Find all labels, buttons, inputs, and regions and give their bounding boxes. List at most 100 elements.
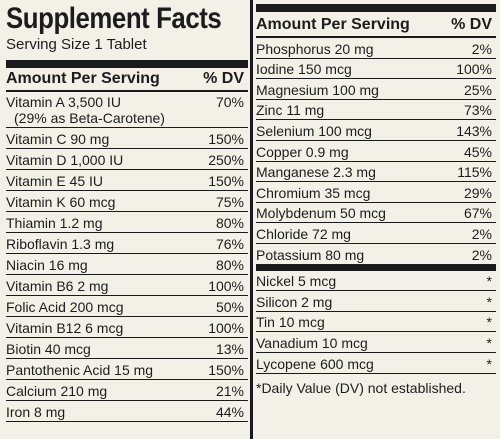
nutrient-row: Silicon 2 mg * xyxy=(256,291,496,312)
nutrient-name: Lycopene 600 mcg xyxy=(256,355,374,372)
nutrient-row: Magnesium 100 mg 25% xyxy=(256,79,496,100)
nutrient-row: Niacin 16 mg 80% xyxy=(6,254,248,275)
label-title: Supplement Facts xyxy=(6,2,222,35)
nutrient-row: Chloride 72 mg 2% xyxy=(256,223,496,244)
nutrient-name: Vitamin D 1,000 IU xyxy=(6,152,124,168)
nutrient-row: Thiamin 1.2 mg 80% xyxy=(6,212,248,233)
nutrient-row: Vitamin K 60 mcg 75% xyxy=(6,191,248,212)
nutrient-name: Vitamin A 3,500 IU (29% as Beta-Carotene) xyxy=(6,94,165,126)
nutrient-row: Vitamin D 1,000 IU 250% xyxy=(6,149,248,170)
nutrient-dv: 2% xyxy=(471,225,492,242)
nutrient-row: Vitamin B12 6 mcg 100% xyxy=(6,317,248,338)
nutrient-dv: * xyxy=(486,355,492,372)
nutrient-row: Folic Acid 200 mcg 50% xyxy=(6,296,248,317)
nutrient-row: Molybdenum 50 mcg 67% xyxy=(256,203,496,224)
nutrient-name: Magnesium 100 mg xyxy=(256,81,379,98)
nutrient-name: Iron 8 mg xyxy=(6,404,66,420)
nutrient-name: Vanadium 10 mcg xyxy=(256,334,368,351)
dv-header-right: % DV xyxy=(451,16,492,33)
nutrient-name: Selenium 100 mcg xyxy=(256,122,372,139)
nutrient-dv: 73% xyxy=(463,102,492,119)
nutrient-name: Niacin 16 mg xyxy=(6,257,88,273)
nutrient-name: Potassium 80 mg xyxy=(256,246,365,263)
nutrient-dv: 70% xyxy=(215,94,244,110)
footnote: *Daily Value (DV) not established. xyxy=(256,379,466,396)
nutrient-row: Vitamin E 45 IU 150% xyxy=(6,170,248,191)
nutrient-dv: 143% xyxy=(456,122,492,139)
nutrient-name: Chloride 72 mg xyxy=(256,225,351,242)
thick-separator xyxy=(256,264,496,271)
nutrient-row: Selenium 100 mcg 143% xyxy=(256,120,496,141)
nutrient-dv: 150% xyxy=(208,362,244,378)
nutrient-dv: 100% xyxy=(208,320,244,336)
nutrient-name: Vitamin E 45 IU xyxy=(6,173,104,189)
nutrient-dv: * xyxy=(486,334,492,351)
nutrient-row: Chromium 35 mcg 29% xyxy=(256,182,496,203)
nutrient-row: Calcium 210 mg 21% xyxy=(6,380,248,401)
nutrient-dv: 67% xyxy=(463,205,492,222)
nutrient-row: Manganese 2.3 mg 115% xyxy=(256,162,496,183)
nutrient-name: Manganese 2.3 mg xyxy=(256,164,376,181)
nutrient-name: Zinc 11 mg xyxy=(256,102,325,119)
nutrient-name: Vitamin K 60 mcg xyxy=(6,194,116,210)
nutrient-dv: 25% xyxy=(463,81,492,98)
nutrient-name: Chromium 35 mcg xyxy=(256,184,371,201)
nutrient-dv: 100% xyxy=(456,61,492,78)
nutrient-row: Iron 8 mg 44% xyxy=(6,401,248,422)
nutrient-dv: 150% xyxy=(208,131,244,147)
nutrient-name: Copper 0.9 mg xyxy=(256,143,349,160)
nutrient-name: Calcium 210 mg xyxy=(6,383,108,399)
nutrient-dv: 115% xyxy=(457,164,492,181)
nutrient-name: Thiamin 1.2 mg xyxy=(6,215,103,231)
nutrient-dv: 75% xyxy=(215,194,244,210)
nutrient-name: Molybdenum 50 mcg xyxy=(256,205,386,222)
left-nutrient-list: Vitamin A 3,500 IU (29% as Beta-Carotene)… xyxy=(6,92,248,422)
nutrient-dv: * xyxy=(486,314,492,331)
right-nutrient-list: Phosphorus 20 mg 2% Iodine 150 mcg 100% Magn… xyxy=(256,38,496,265)
nutrient-dv: 2% xyxy=(471,40,492,57)
nutrient-row: Nickel 5 mcg * xyxy=(256,271,496,292)
nutrient-name: Folic Acid 200 mcg xyxy=(6,299,124,315)
nutrient-row: Copper 0.9 mg 45% xyxy=(256,141,496,162)
nutrient-dv: 21% xyxy=(215,383,244,399)
nutrient-row: Vitamin A 3,500 IU (29% as Beta-Carotene)… xyxy=(6,92,248,128)
nutrient-name: Pantothenic Acid 15 mg xyxy=(6,362,154,378)
nutrient-row: Riboflavin 1.3 mg 76% xyxy=(6,233,248,254)
no-dv-nutrient-list: Nickel 5 mcg * Silicon 2 mg * Tin 10 mcg * Van… xyxy=(256,271,496,374)
serving-size: Serving Size 1 Tablet xyxy=(6,36,147,53)
amount-header-right: Amount Per Serving xyxy=(256,16,410,33)
nutrient-name: Phosphorus 20 mg xyxy=(256,40,374,57)
nutrient-row: Vitamin B6 2 mg 100% xyxy=(6,275,248,296)
nutrient-dv: 50% xyxy=(215,299,244,315)
nutrient-name: Riboflavin 1.3 mg xyxy=(6,236,115,252)
column-divider xyxy=(250,0,253,439)
nutrient-row: Phosphorus 20 mg 2% xyxy=(256,38,496,59)
nutrient-row: Biotin 40 mcg 13% xyxy=(6,338,248,359)
nutrient-row: Vitamin C 90 mg 150% xyxy=(6,128,248,149)
thick-rule-right xyxy=(256,4,496,12)
nutrient-dv: 100% xyxy=(208,278,244,294)
nutrient-subnote: (29% as Beta-Carotene) xyxy=(14,110,165,126)
column-header: Amount Per Serving % DV xyxy=(6,68,248,92)
nutrient-name: Nickel 5 mcg xyxy=(256,273,337,290)
dv-header: % DV xyxy=(203,70,244,87)
nutrient-dv: 45% xyxy=(463,143,492,160)
nutrient-dv: * xyxy=(486,293,492,310)
nutrient-row: Zinc 11 mg 73% xyxy=(256,100,496,121)
nutrient-dv: * xyxy=(486,273,492,290)
left-column: Supplement Facts Serving Size 1 Tablet A… xyxy=(6,0,248,439)
nutrient-dv: 76% xyxy=(215,236,244,252)
right-column: Amount Per Serving % DV Phosphorus 20 mg… xyxy=(256,0,496,439)
nutrient-name: Biotin 40 mcg xyxy=(6,341,91,357)
nutrient-name: Vitamin C 90 mg xyxy=(6,131,110,147)
thick-rule xyxy=(6,60,248,68)
nutrient-row: Potassium 80 mg 2% xyxy=(256,244,496,265)
nutrient-row: Tin 10 mcg * xyxy=(256,312,496,333)
nutrient-name: Vitamin B6 2 mg xyxy=(6,278,109,294)
nutrient-row: Vanadium 10 mcg * xyxy=(256,332,496,353)
nutrient-dv: 150% xyxy=(208,173,244,189)
nutrient-dv: 29% xyxy=(463,184,492,201)
nutrient-name: Silicon 2 mg xyxy=(256,293,333,310)
column-header-right: Amount Per Serving % DV xyxy=(256,14,496,38)
